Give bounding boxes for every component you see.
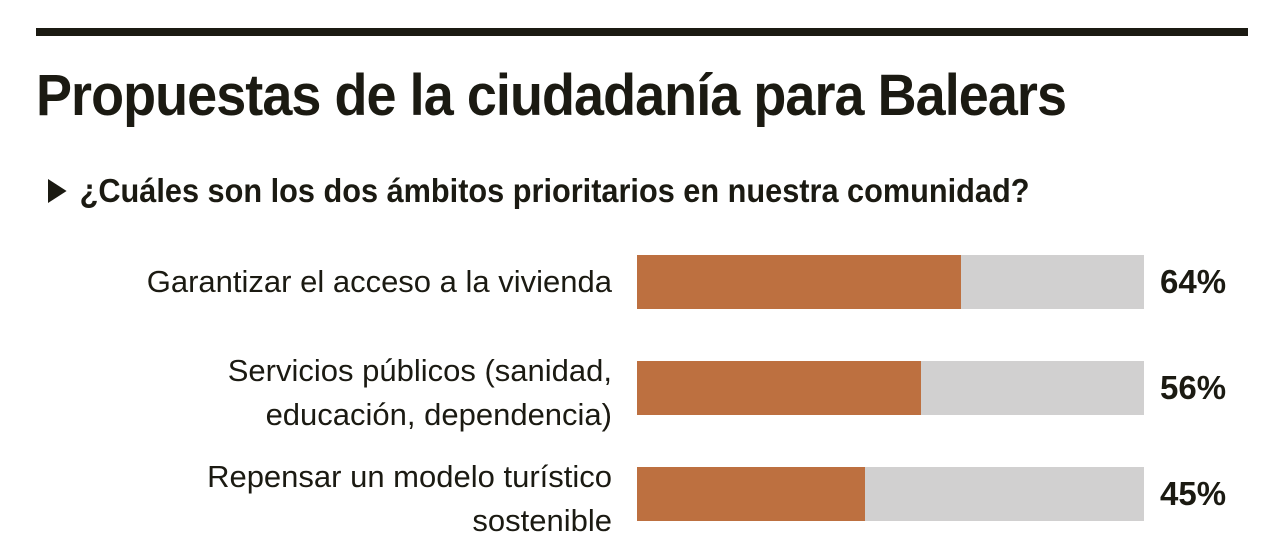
category-label: Repensar un modelo turístico sostenible — [207, 459, 612, 538]
bar — [637, 467, 866, 521]
chart-title: Propuestas de la ciudadanía para Balears — [36, 63, 1067, 128]
value-label: 56% — [1160, 369, 1227, 406]
subtitle-text: ¿Cuáles son los dos ámbitos prioritarios… — [79, 172, 1030, 209]
category-label: Garantizar el acceso a la vivienda — [146, 264, 612, 299]
value-label: 45% — [1160, 475, 1227, 512]
category-label: Servicios públicos (sanidad, educación, d… — [227, 353, 612, 432]
bar-track — [637, 467, 1144, 521]
bar-track — [637, 255, 1144, 309]
chart-subtitle: ¿Cuáles son los dos ámbitos prioritarios… — [48, 172, 1029, 210]
bar — [637, 255, 962, 309]
value-label: 64% — [1160, 263, 1227, 300]
bar — [637, 361, 921, 415]
bar-track — [637, 361, 1144, 415]
top-rule — [36, 28, 1248, 36]
triangle-bullet-icon — [48, 179, 67, 203]
